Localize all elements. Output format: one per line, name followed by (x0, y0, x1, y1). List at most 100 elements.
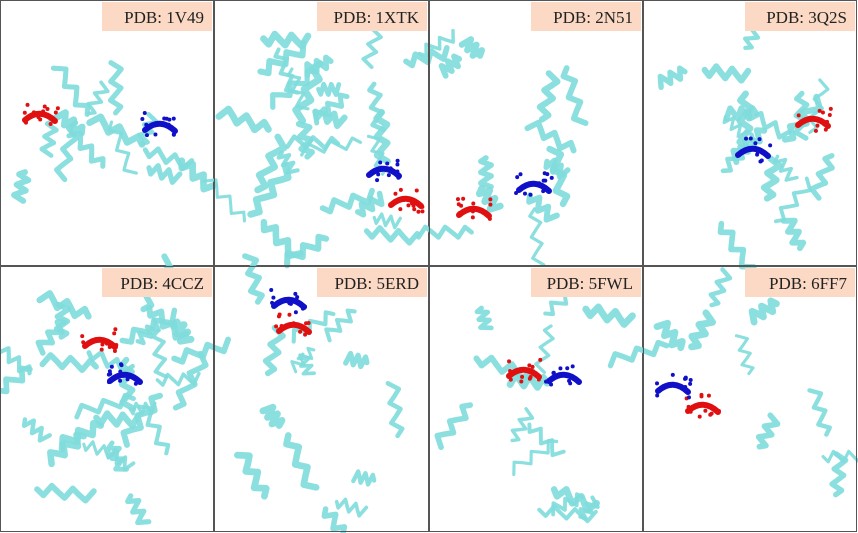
atom (538, 357, 543, 362)
atom (107, 369, 112, 374)
label-box (102, 2, 212, 31)
protein-ribbon (385, 380, 405, 439)
atom (303, 304, 308, 309)
atom (107, 340, 112, 345)
atom (133, 381, 138, 386)
atom (744, 136, 749, 141)
atom (686, 404, 691, 409)
atom (683, 385, 688, 390)
atom (748, 136, 753, 141)
protein-ribbon (560, 65, 589, 126)
atom (36, 115, 41, 120)
atom (716, 408, 721, 413)
atom (507, 359, 512, 364)
atom (412, 207, 417, 212)
protein-ribbon (510, 407, 535, 443)
protein-ribbon (527, 422, 566, 458)
protein-ribbon (512, 439, 559, 477)
atom (414, 188, 419, 193)
protein-ribbon (86, 113, 146, 148)
atom (395, 162, 400, 167)
atom (119, 372, 124, 377)
atom (295, 295, 300, 300)
atom (23, 120, 28, 125)
protein-ribbon (474, 305, 494, 331)
atom (549, 382, 554, 387)
atom (144, 122, 149, 127)
atom (530, 364, 535, 369)
atom (119, 363, 124, 368)
atom (686, 395, 691, 400)
protein-ribbon (107, 60, 124, 116)
atom (112, 349, 117, 354)
atom (375, 178, 380, 183)
protein-ribbon (688, 309, 716, 351)
protein-ribbon (582, 303, 636, 328)
panel-label: PDB: 4CCZ (120, 274, 204, 293)
protein-ribbon (273, 47, 300, 95)
panel-label: PDB: 2N51 (553, 8, 633, 27)
protein-ribbon (247, 161, 292, 218)
atom (488, 197, 493, 202)
protein-ribbon (201, 178, 247, 223)
atom (153, 132, 158, 137)
atom (522, 191, 527, 196)
atom (420, 209, 425, 214)
atom (113, 327, 118, 332)
protein-ribbon (334, 497, 369, 518)
protein-ribbon (343, 350, 370, 370)
atom (683, 375, 688, 380)
atom (125, 377, 130, 382)
protein-ribbon (403, 45, 450, 69)
protein-ribbon (151, 328, 169, 379)
protein-ribbon (458, 36, 486, 59)
atom (376, 172, 381, 177)
atom (97, 337, 102, 342)
protein-ribbon (734, 334, 755, 376)
atom (166, 122, 171, 127)
atom (813, 128, 818, 133)
atom (819, 119, 824, 124)
protein-ribbon (242, 253, 265, 305)
protein-ribbon (120, 392, 163, 448)
atom (274, 324, 279, 329)
atom (679, 384, 684, 389)
protein-ribbon (746, 109, 793, 140)
atom (276, 314, 281, 319)
protein-ribbon (730, 127, 768, 166)
protein-ribbon (534, 324, 555, 374)
atom (45, 107, 50, 112)
protein-ribbon (417, 28, 455, 58)
atom (514, 191, 519, 196)
protein-ribbon (257, 40, 307, 77)
protein-ribbon (526, 192, 560, 223)
panel: PDB: 6FF7 (607, 266, 858, 532)
residue-strand (516, 180, 552, 194)
panel-border (429, 266, 643, 532)
protein-ribbon (416, 224, 474, 240)
atom (301, 325, 306, 330)
protein-ribbon (701, 63, 752, 84)
panel-label: PDB: 1V49 (124, 8, 204, 27)
atom (411, 203, 416, 208)
atom (757, 137, 762, 142)
atom (41, 109, 46, 114)
label-box (745, 2, 855, 31)
protein-ribbon (722, 114, 750, 139)
atom (508, 369, 513, 374)
protein-ribbon (283, 432, 320, 491)
atom (487, 216, 492, 221)
atom (459, 203, 464, 208)
atom (694, 404, 699, 409)
atom (416, 209, 421, 214)
atom (528, 375, 533, 380)
atom (420, 204, 425, 209)
protein-ribbon (106, 440, 129, 472)
protein-ribbon (528, 207, 546, 267)
panel: PDB: 5FWL (429, 266, 643, 532)
protein-ribbon (829, 451, 849, 498)
atom (280, 324, 285, 329)
atom (106, 372, 111, 377)
residue-strand (142, 120, 178, 134)
protein-ribbon (125, 493, 152, 526)
